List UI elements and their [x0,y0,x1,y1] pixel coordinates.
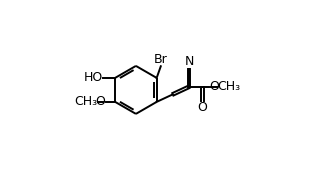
Text: O: O [95,95,105,108]
Text: HO: HO [84,71,103,84]
Text: O: O [198,101,208,114]
Text: O: O [209,80,219,93]
Text: CH₃: CH₃ [75,95,98,108]
Text: Br: Br [154,53,168,66]
Text: CH₃: CH₃ [217,80,240,93]
Text: N: N [184,56,194,69]
